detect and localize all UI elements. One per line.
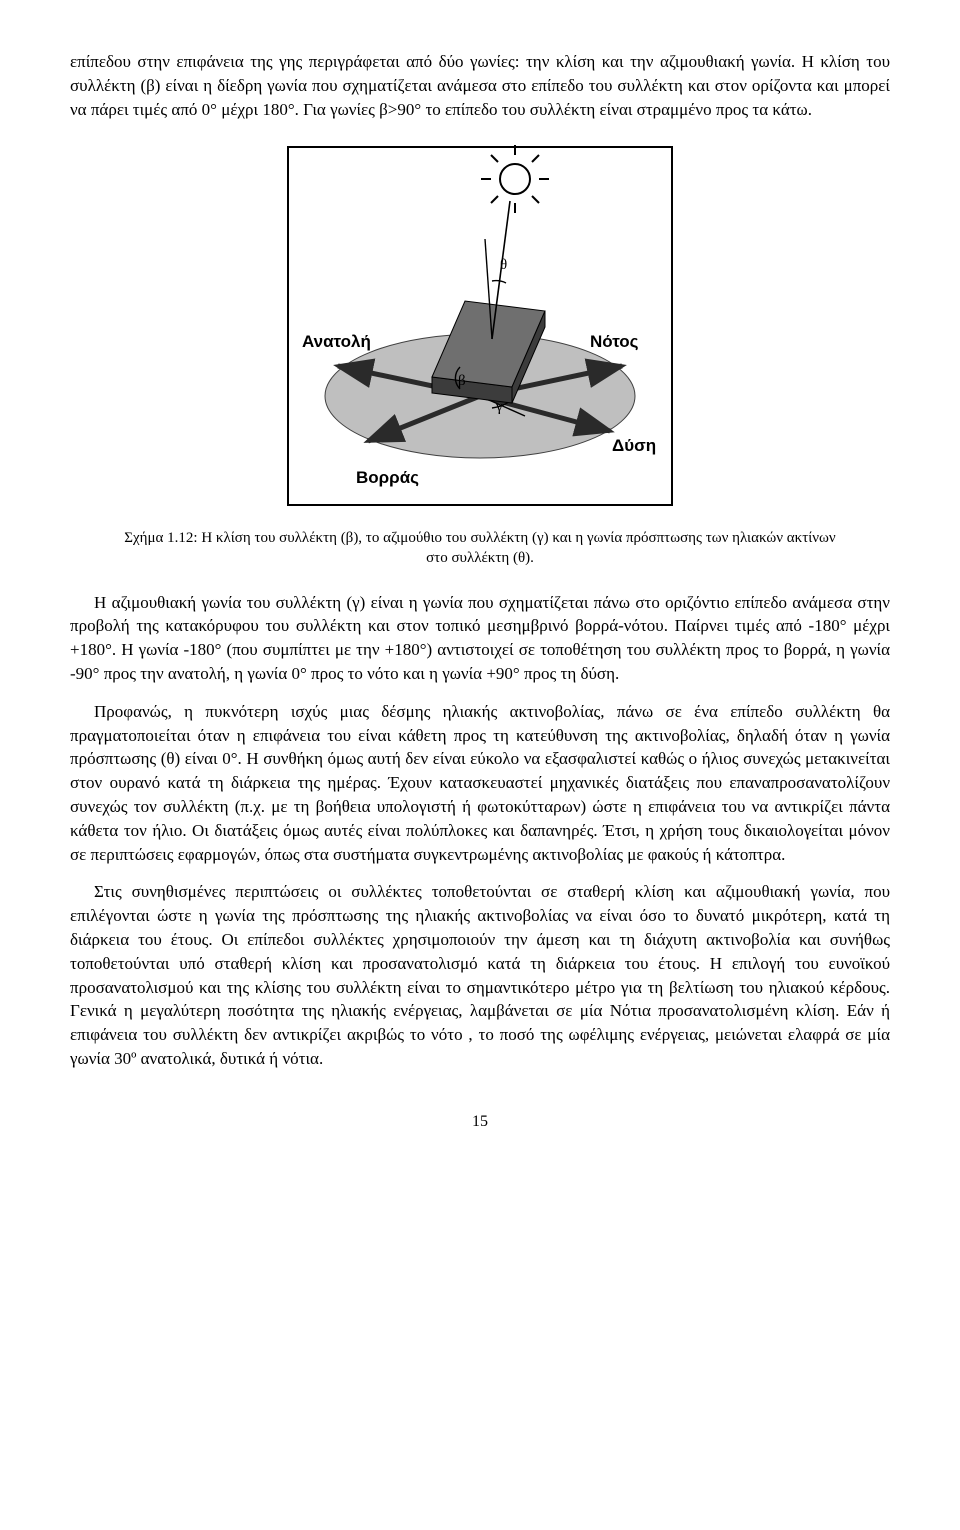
figure-caption: Σχήμα 1.12: Η κλίση του συλλέκτη (β), το…	[120, 528, 840, 569]
beta-label: β	[458, 373, 466, 389]
azimuth-paragraph: Η αζιμουθιακή γωνία του συλλέκτη (γ) είν…	[70, 591, 890, 686]
figure-diagram: θ β γ Ανατολή Νότος Δύση Βορράς	[70, 141, 890, 518]
north-label: Βορράς	[356, 468, 419, 487]
intro-paragraph: επίπεδου στην επιφάνεια της γης περιγράφ…	[70, 50, 890, 121]
theta-label: θ	[500, 257, 507, 273]
density-paragraph: Προφανώς, η πυκνότερη ισχύς μιας δέσμης …	[70, 700, 890, 867]
sun-icon	[481, 145, 549, 213]
west-label: Δύση	[612, 436, 656, 455]
gamma-label: γ	[495, 399, 503, 415]
collector-angles-diagram: θ β γ Ανατολή Νότος Δύση Βορράς	[260, 141, 700, 511]
south-label: Νότος	[590, 332, 639, 351]
east-label: Ανατολή	[302, 332, 371, 351]
usual-paragraph: Στις συνηθισμένες περιπτώσεις οι συλλέκτ…	[70, 880, 890, 1070]
page-number: 15	[70, 1111, 890, 1133]
